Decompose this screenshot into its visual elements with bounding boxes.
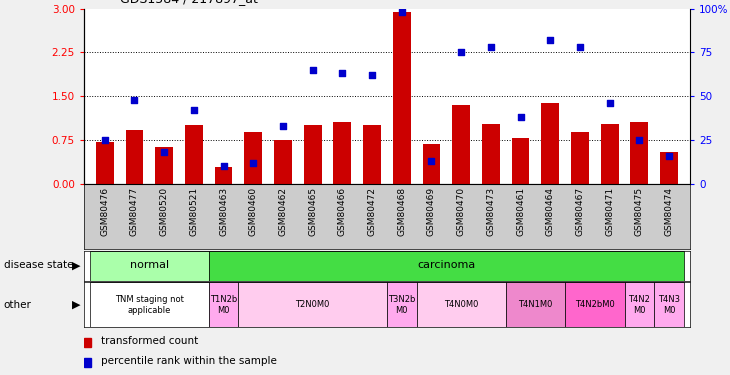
Bar xyxy=(542,103,559,184)
Bar xyxy=(239,282,387,327)
Text: T4N0M0: T4N0M0 xyxy=(444,300,478,309)
Text: GSM80472: GSM80472 xyxy=(367,187,377,236)
Text: GSM80476: GSM80476 xyxy=(100,187,110,236)
Bar xyxy=(84,338,91,347)
Bar xyxy=(155,147,173,184)
Bar xyxy=(571,132,589,184)
Point xyxy=(456,50,467,55)
Bar xyxy=(565,282,624,327)
Text: other: other xyxy=(4,300,31,310)
Point xyxy=(128,97,140,103)
Text: TNM staging not
applicable: TNM staging not applicable xyxy=(115,295,184,315)
Bar xyxy=(96,142,114,184)
Point xyxy=(515,114,526,120)
Point xyxy=(574,44,585,50)
Point xyxy=(396,9,407,15)
Bar xyxy=(90,251,209,280)
Text: GSM80460: GSM80460 xyxy=(249,187,258,236)
Text: T4N2
M0: T4N2 M0 xyxy=(629,295,650,315)
Point xyxy=(366,72,378,78)
Bar xyxy=(624,282,654,327)
Text: GSM80474: GSM80474 xyxy=(664,187,674,236)
Point xyxy=(158,149,170,155)
Text: T3N2b
M0: T3N2b M0 xyxy=(388,295,415,315)
Text: GSM80462: GSM80462 xyxy=(278,187,288,236)
Bar xyxy=(304,125,321,184)
Point xyxy=(426,158,437,164)
Text: GSM80475: GSM80475 xyxy=(635,187,644,236)
Bar xyxy=(512,138,529,184)
Bar xyxy=(209,282,239,327)
Text: T2N0M0: T2N0M0 xyxy=(296,300,330,309)
Text: GSM80473: GSM80473 xyxy=(486,187,496,236)
Bar xyxy=(506,282,565,327)
Bar xyxy=(185,125,203,184)
Text: GSM80467: GSM80467 xyxy=(575,187,585,236)
Text: percentile rank within the sample: percentile rank within the sample xyxy=(101,356,277,366)
Text: GSM80520: GSM80520 xyxy=(160,187,169,236)
Text: T4N2bM0: T4N2bM0 xyxy=(575,300,615,309)
Text: GSM80470: GSM80470 xyxy=(457,187,466,236)
Text: T4N1M0: T4N1M0 xyxy=(518,300,553,309)
Point xyxy=(337,70,348,76)
Bar xyxy=(601,124,618,184)
Bar xyxy=(423,144,440,184)
Bar xyxy=(453,105,470,184)
Bar xyxy=(84,358,91,367)
Bar xyxy=(245,132,262,184)
Text: ▶: ▶ xyxy=(72,300,80,310)
Text: GSM80477: GSM80477 xyxy=(130,187,139,236)
Bar xyxy=(482,124,500,184)
Bar xyxy=(209,251,684,280)
Point xyxy=(485,44,496,50)
Point xyxy=(604,100,615,106)
Text: GSM80466: GSM80466 xyxy=(338,187,347,236)
Point xyxy=(247,160,259,166)
Bar xyxy=(363,125,381,184)
Point xyxy=(634,137,645,143)
Text: carcinoma: carcinoma xyxy=(417,261,475,270)
Bar xyxy=(660,152,678,184)
Text: GSM80469: GSM80469 xyxy=(427,187,436,236)
Bar xyxy=(126,130,143,184)
Point xyxy=(545,37,556,43)
Point xyxy=(307,67,318,73)
Text: ▶: ▶ xyxy=(72,261,80,270)
Bar xyxy=(631,122,648,184)
Bar xyxy=(417,282,506,327)
Text: T1N2b
M0: T1N2b M0 xyxy=(210,295,237,315)
Text: transformed count: transformed count xyxy=(101,336,198,346)
Text: GSM80465: GSM80465 xyxy=(308,187,317,236)
Bar xyxy=(334,122,351,184)
Bar xyxy=(90,282,209,327)
Text: GDS1584 / 217897_at: GDS1584 / 217897_at xyxy=(120,0,258,5)
Text: GSM80468: GSM80468 xyxy=(397,187,407,236)
Bar xyxy=(274,140,292,184)
Point xyxy=(664,153,675,159)
Bar xyxy=(393,12,411,184)
Point xyxy=(218,163,229,169)
Text: GSM80521: GSM80521 xyxy=(189,187,199,236)
Text: GSM80461: GSM80461 xyxy=(516,187,525,236)
Bar xyxy=(215,167,232,184)
Point xyxy=(188,107,200,113)
Point xyxy=(99,137,110,143)
Text: GSM80464: GSM80464 xyxy=(546,187,555,236)
Text: GSM80471: GSM80471 xyxy=(605,187,614,236)
Text: GSM80463: GSM80463 xyxy=(219,187,228,236)
Point xyxy=(277,123,289,129)
Text: T4N3
M0: T4N3 M0 xyxy=(658,295,680,315)
Bar xyxy=(387,282,417,327)
Text: disease state: disease state xyxy=(4,261,73,270)
Text: normal: normal xyxy=(130,261,169,270)
Bar xyxy=(654,282,684,327)
